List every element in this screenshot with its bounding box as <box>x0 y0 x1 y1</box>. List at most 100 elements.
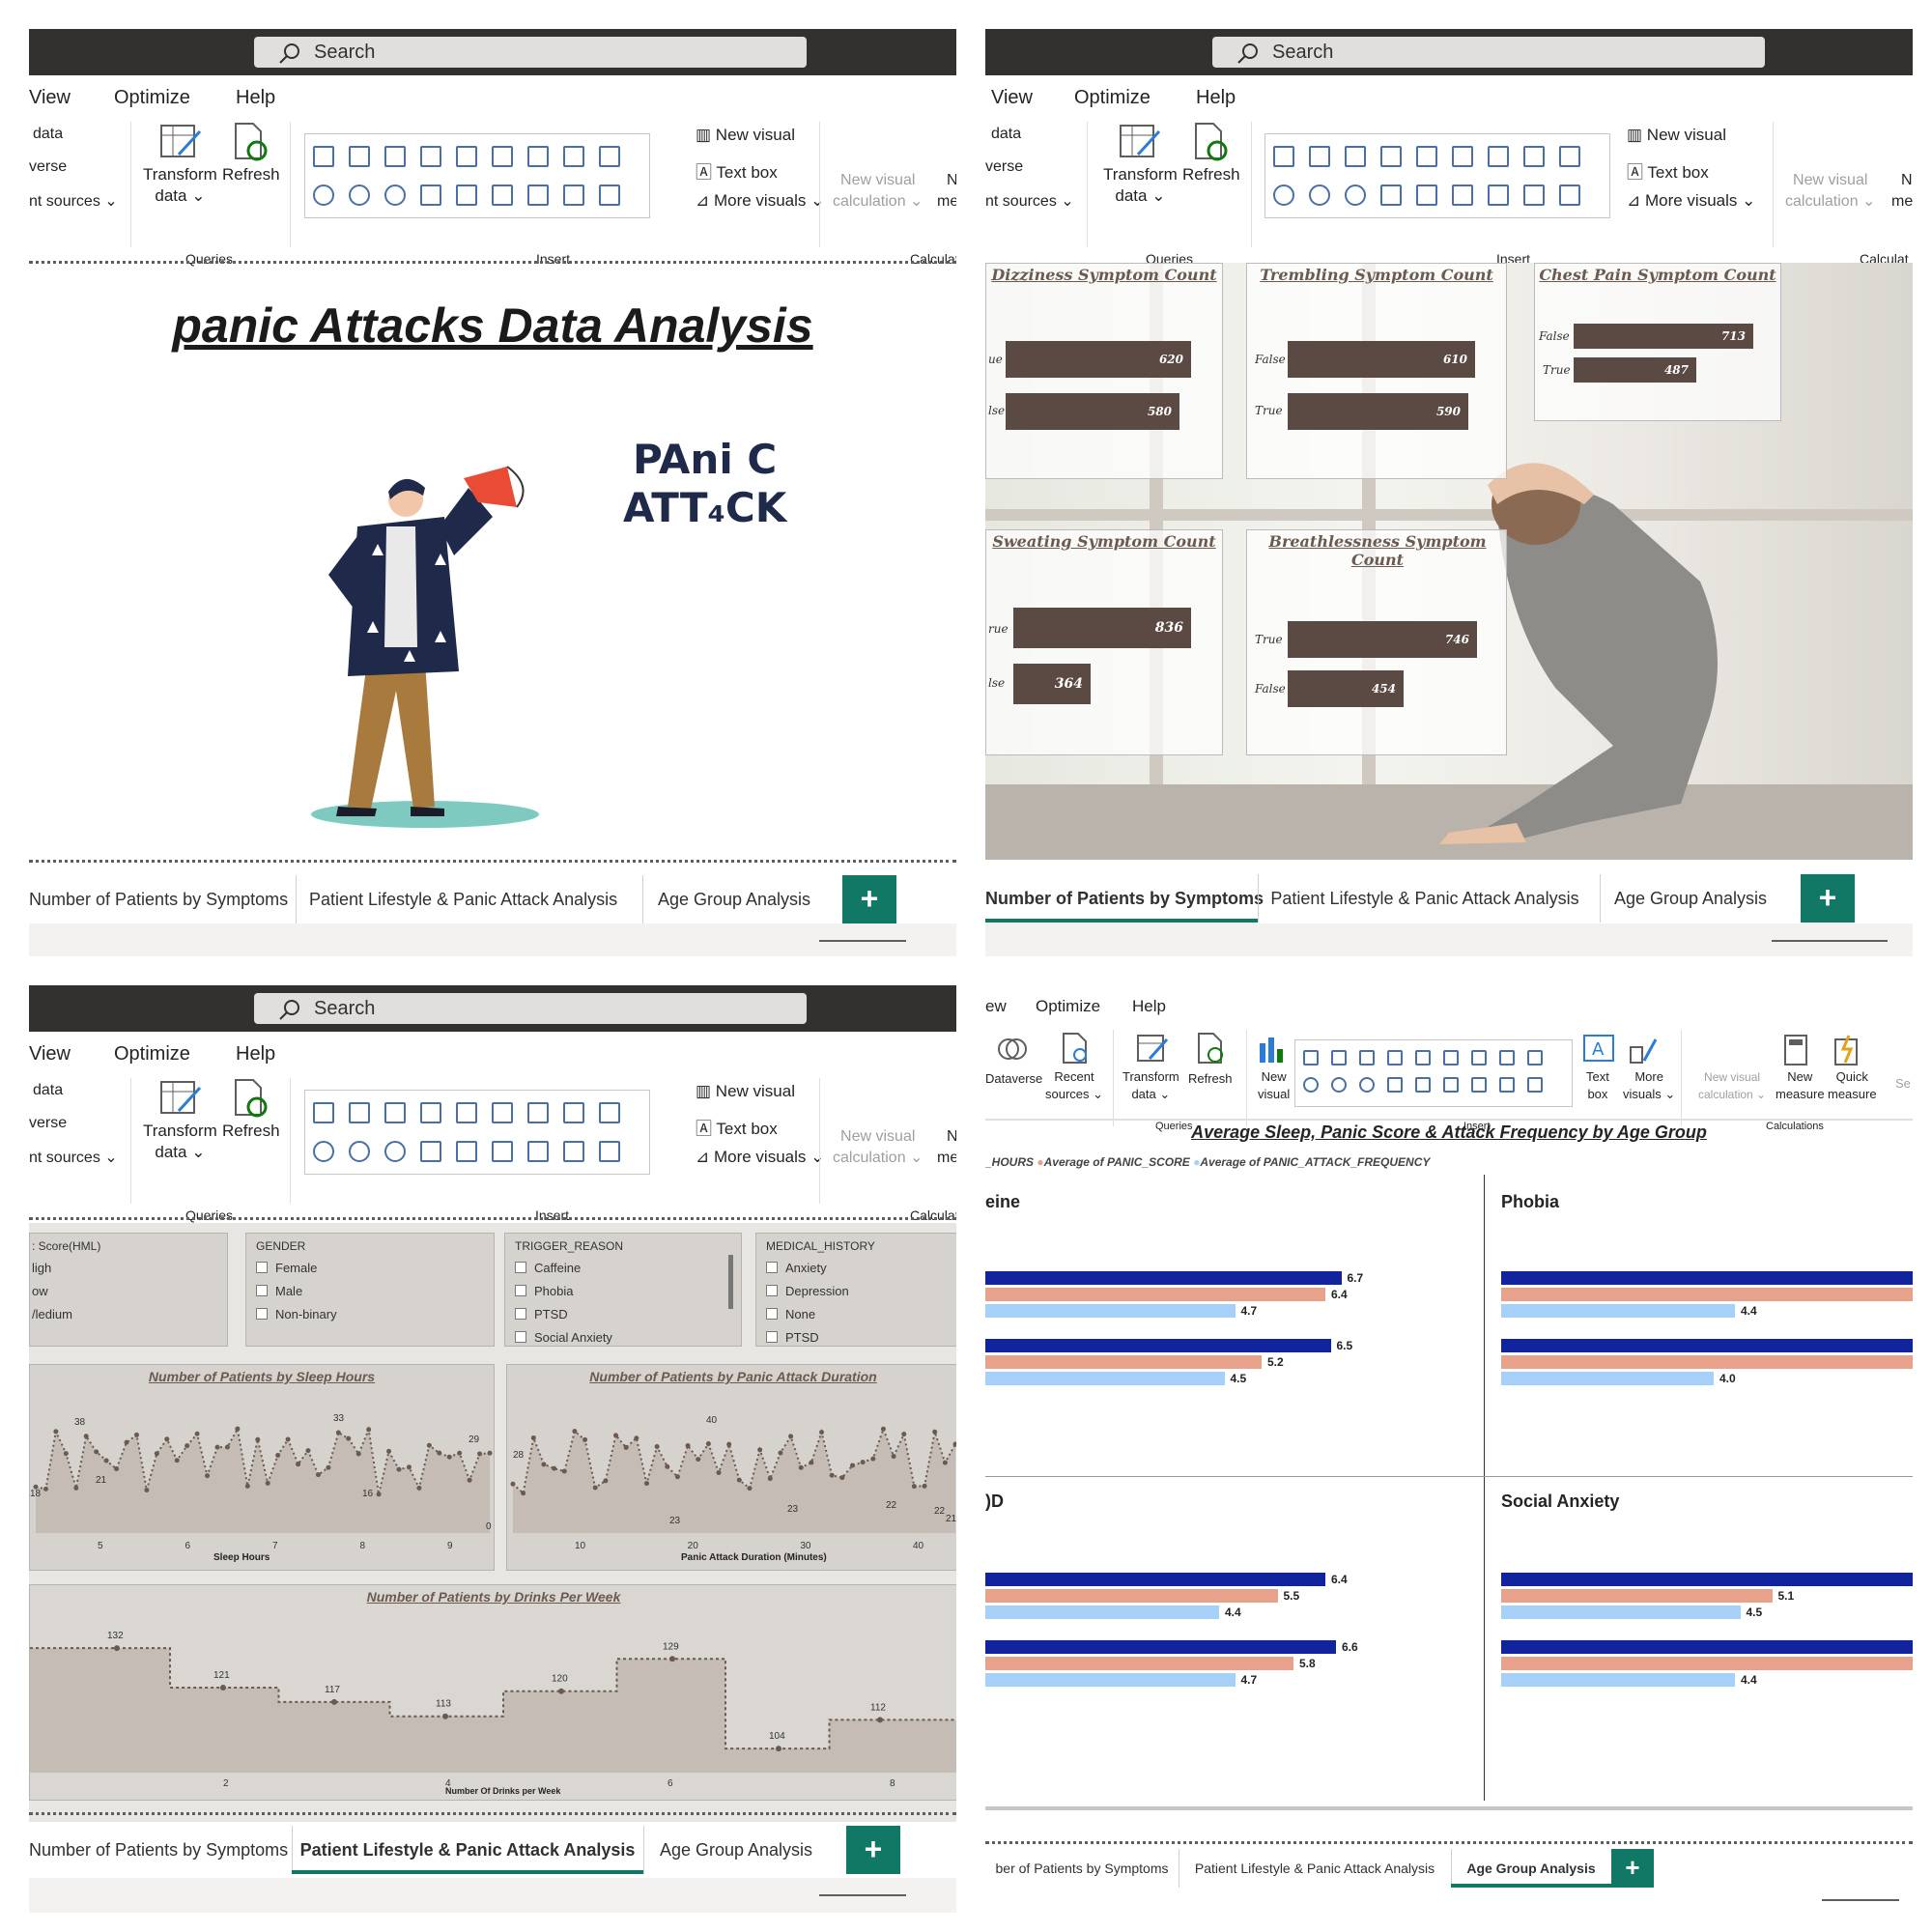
visual-type-icon[interactable] <box>384 185 406 206</box>
recent-sources-button[interactable]: Recent sources ⌄ <box>1045 1069 1104 1101</box>
menu-help[interactable]: Help <box>236 87 276 108</box>
bar-panic[interactable] <box>985 1589 1278 1603</box>
chest-pain-bar-true[interactable]: 487 <box>1574 357 1696 383</box>
new-visual-button[interactable]: ▥ New visual <box>1627 126 1726 144</box>
text-box-button[interactable]: 🄰 Text box <box>1627 163 1709 182</box>
bar-sleep[interactable] <box>1501 1640 1913 1654</box>
trigger-reason-slicer[interactable]: TRIGGER_REASON Caffeine Phobia PTSD Soci… <box>504 1233 742 1347</box>
trembling-card[interactable]: Trembling Symptom Count False True 610 5… <box>1246 263 1507 479</box>
slicer-item[interactable]: Non-binary <box>256 1307 337 1321</box>
visual-type-icon[interactable] <box>1527 1077 1543 1093</box>
visual-type-icon[interactable] <box>1380 146 1402 167</box>
visual-type-icon[interactable] <box>313 185 334 206</box>
bar-sleep[interactable] <box>1501 1271 1913 1285</box>
small-multiples[interactable]: eine Phobia )D Social Anxiety 6.7 6.4 4.7 6… <box>985 1175 1913 1803</box>
bar-sleep[interactable] <box>1501 1573 1913 1586</box>
sweating-bar-false[interactable]: 364 <box>1013 664 1091 704</box>
transform-data-button[interactable]: Transform data ⌄ <box>143 165 217 205</box>
visual-type-icon[interactable] <box>456 1102 477 1123</box>
bar-sleep[interactable] <box>985 1573 1325 1586</box>
bar-freq[interactable] <box>985 1372 1225 1385</box>
visual-type-icon[interactable] <box>420 1102 441 1123</box>
ribbon-data[interactable]: data <box>33 1082 64 1098</box>
visual-gallery[interactable] <box>304 1090 650 1175</box>
slicer-item[interactable]: /ledium <box>32 1307 72 1321</box>
drinks-per-week-chart[interactable]: Number of Patients by Drinks Per Week 13… <box>29 1584 956 1801</box>
visual-type-icon[interactable] <box>1273 146 1294 167</box>
visual-type-icon[interactable] <box>1559 185 1580 206</box>
tab-symptoms[interactable]: Number of Patients by Symptoms <box>985 874 1264 923</box>
slicer-item[interactable]: Depression <box>766 1284 849 1298</box>
visual-type-icon[interactable] <box>1452 185 1473 206</box>
visual-type-icon[interactable] <box>563 1102 584 1123</box>
menu-view[interactable]: View <box>29 87 71 108</box>
visual-type-icon[interactable] <box>1415 1050 1431 1065</box>
dizziness-card[interactable]: Dizziness Symptom Count ue lse 620 580 <box>985 263 1223 479</box>
menu-optimize[interactable]: Optimize <box>1036 997 1101 1015</box>
menu-optimize[interactable]: Optimize <box>1074 87 1151 108</box>
ribbon-sources[interactable]: nt sources ⌄ <box>29 193 118 210</box>
bar-freq[interactable] <box>1501 1304 1735 1318</box>
slicer-scrollbar[interactable] <box>728 1255 733 1309</box>
bar-sleep[interactable] <box>985 1640 1336 1654</box>
text-box-button[interactable]: 🄰 Text box <box>696 1120 778 1138</box>
visual-type-icon[interactable] <box>456 185 477 206</box>
refresh-button[interactable]: Refresh <box>222 165 280 184</box>
bar-panic[interactable] <box>985 1288 1325 1301</box>
gender-slicer[interactable]: GENDER Female Male Non-binary <box>245 1233 495 1347</box>
quick-measure-button[interactable]: Quick measure <box>1828 1069 1877 1101</box>
bar-freq[interactable] <box>1501 1605 1741 1619</box>
refresh-button[interactable]: Refresh <box>222 1122 280 1140</box>
transform-data-button[interactable]: Transform data ⌄ <box>143 1122 217 1161</box>
ribbon-verse[interactable]: verse <box>985 158 1024 175</box>
visual-gallery[interactable] <box>304 133 650 218</box>
bar-freq[interactable] <box>985 1304 1236 1318</box>
ribbon-sources[interactable]: nt sources ⌄ <box>29 1150 118 1166</box>
tab-symptoms[interactable]: Number of Patients by Symptoms <box>29 890 289 909</box>
visual-type-icon[interactable] <box>313 146 334 167</box>
tab-age-group[interactable]: Age Group Analysis <box>1451 1849 1611 1888</box>
search-box[interactable]: Search <box>254 37 807 68</box>
tab-age-group[interactable]: Age Group Analysis <box>1613 889 1768 908</box>
zoom-slider[interactable] <box>1822 1899 1899 1901</box>
tab-symptoms[interactable]: Number of Patients by Symptoms <box>29 1840 289 1860</box>
chest-pain-bar-false[interactable]: 713 <box>1574 324 1753 349</box>
ribbon-data[interactable]: data <box>33 126 64 142</box>
visual-type-icon[interactable] <box>1359 1077 1375 1093</box>
zoom-slider[interactable] <box>819 1894 906 1896</box>
panic-score-slicer[interactable]: : Score(HML) ligh ow /ledium <box>29 1233 228 1347</box>
transform-data-button[interactable]: Transform data ⌄ <box>1103 165 1178 205</box>
visual-type-icon[interactable] <box>1303 1077 1319 1093</box>
refresh-button[interactable]: Refresh <box>1182 165 1240 184</box>
visual-type-icon[interactable] <box>599 185 620 206</box>
visual-type-icon[interactable] <box>563 146 584 167</box>
visual-type-icon[interactable] <box>349 1102 370 1123</box>
bar-sleep[interactable] <box>985 1271 1342 1285</box>
tab-age-group[interactable]: Age Group Analysis <box>657 890 811 909</box>
visual-type-icon[interactable] <box>563 1141 584 1162</box>
slicer-item[interactable]: PTSD <box>766 1330 819 1345</box>
visual-type-icon[interactable] <box>1331 1050 1347 1065</box>
slicer-item[interactable]: Anxiety <box>766 1261 827 1275</box>
visual-type-icon[interactable] <box>456 1141 477 1162</box>
visual-type-icon[interactable] <box>492 1141 513 1162</box>
more-visuals-button[interactable]: ⊿ More visuals ⌄ <box>1627 191 1756 210</box>
breathlessness-bar-true[interactable]: 746 <box>1288 621 1477 658</box>
add-page-button[interactable]: + <box>846 1826 900 1874</box>
bar-sleep[interactable] <box>1501 1339 1913 1352</box>
menu-help[interactable]: Help <box>236 1043 276 1065</box>
bar-freq[interactable] <box>1501 1673 1735 1687</box>
visual-type-icon[interactable] <box>384 1102 406 1123</box>
visual-type-icon[interactable] <box>1345 146 1366 167</box>
slicer-item[interactable]: Phobia <box>515 1284 573 1298</box>
visual-type-icon[interactable] <box>1331 1077 1347 1093</box>
visual-type-icon[interactable] <box>313 1102 334 1123</box>
more-visuals-button[interactable]: More visuals ⌄ <box>1623 1069 1676 1101</box>
visual-type-icon[interactable] <box>1443 1050 1459 1065</box>
bar-freq[interactable] <box>985 1605 1219 1619</box>
visual-type-icon[interactable] <box>349 185 370 206</box>
visual-type-icon[interactable] <box>313 1141 334 1162</box>
slicer-item[interactable]: PTSD <box>515 1307 568 1321</box>
more-visuals-button[interactable]: ⊿ More visuals ⌄ <box>696 191 825 210</box>
transform-data-button[interactable]: Transform data ⌄ <box>1122 1069 1179 1101</box>
